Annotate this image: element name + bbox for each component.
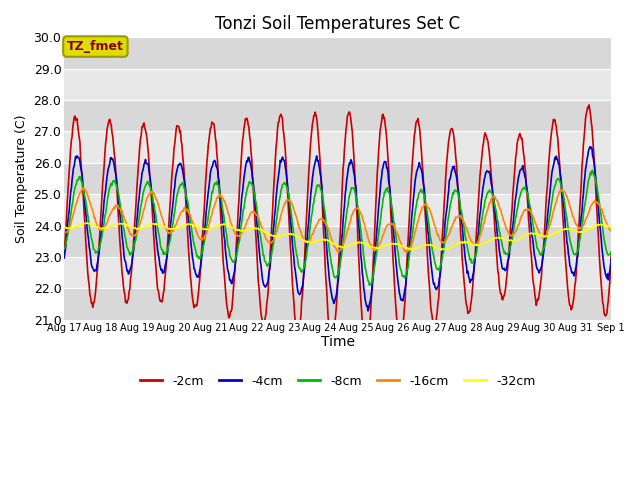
- Bar: [64, 163, 611, 194]
- Bar: [64, 257, 611, 288]
- X-axis label: Time: Time: [321, 336, 355, 349]
- Bar: [64, 226, 611, 257]
- Bar: [64, 37, 611, 69]
- Bar: [64, 132, 611, 163]
- Bar: [64, 288, 611, 320]
- Bar: [64, 100, 611, 132]
- Bar: [64, 194, 611, 226]
- Title: Tonzi Soil Temperatures Set C: Tonzi Soil Temperatures Set C: [215, 15, 460, 33]
- Legend: -2cm, -4cm, -8cm, -16cm, -32cm: -2cm, -4cm, -8cm, -16cm, -32cm: [135, 370, 541, 393]
- Y-axis label: Soil Temperature (C): Soil Temperature (C): [15, 114, 28, 243]
- Text: TZ_fmet: TZ_fmet: [67, 40, 124, 53]
- Bar: [64, 69, 611, 100]
